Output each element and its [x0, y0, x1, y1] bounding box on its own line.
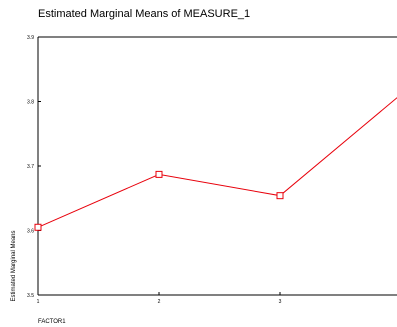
y-tick-label: 3.9: [27, 35, 34, 41]
data-point-marker: [34, 223, 42, 231]
y-ticks: 3.5 3.6 3.7 3.8 3.9: [27, 35, 41, 299]
x-tick-label: 1: [37, 299, 40, 305]
x-tick-label: 2: [158, 299, 161, 305]
y-tick-label: 3.5: [27, 293, 34, 299]
chart-title: Estimated Marginal Means of MEASURE_1: [38, 8, 251, 20]
data-point-marker: [276, 192, 284, 200]
y-tick-label: 3.7: [27, 164, 34, 170]
axes: [37, 36, 397, 296]
series-group: [34, 97, 397, 231]
x-axis-label: FACTOR1: [38, 319, 66, 325]
data-point-marker: [155, 170, 163, 178]
y-tick-label: 3.6: [27, 229, 34, 235]
y-axis-label: Estimated Marginal Means: [11, 230, 17, 301]
x-ticks: 1 2 3: [37, 292, 282, 305]
x-tick-label: 3: [279, 299, 282, 305]
y-tick-label: 3.8: [27, 100, 34, 106]
series-line: [37, 97, 397, 228]
